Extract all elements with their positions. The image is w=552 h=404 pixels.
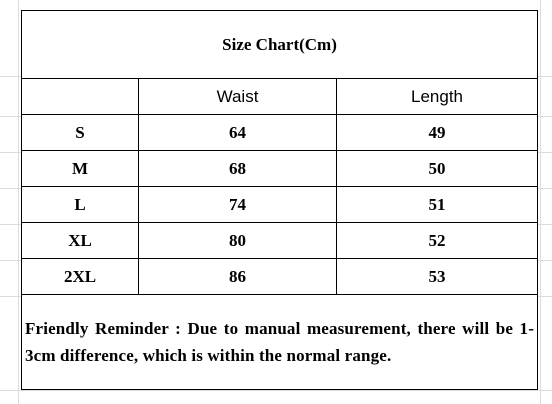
- table-row: 2XL 86 53: [21, 258, 539, 295]
- grid-line: [540, 0, 541, 404]
- header-row: Waist Length: [21, 78, 539, 115]
- size-cell: M: [21, 150, 139, 187]
- waist-cell: 74: [138, 186, 337, 223]
- length-cell: 49: [335, 114, 539, 151]
- size-cell: L: [21, 186, 139, 223]
- table-row: S 64 49: [21, 114, 539, 151]
- size-cell: XL: [21, 222, 139, 259]
- size-chart-table: Size Chart(Cm) Waist Length S 64 49 M 68…: [20, 10, 539, 390]
- size-cell: S: [21, 114, 139, 151]
- table-row: L 74 51: [21, 186, 539, 223]
- length-cell: 52: [335, 222, 539, 259]
- length-cell: 53: [335, 258, 539, 295]
- length-cell: 50: [335, 150, 539, 187]
- size-cell: 2XL: [21, 258, 139, 295]
- table-row: XL 80 52: [21, 222, 539, 259]
- grid-line: [18, 0, 19, 404]
- header-length: Length: [335, 78, 539, 115]
- header-waist: Waist: [138, 78, 337, 115]
- grid-line: [0, 390, 552, 391]
- table-row: M 68 50: [21, 150, 539, 187]
- header-size: [21, 78, 139, 115]
- waist-cell: 80: [138, 222, 337, 259]
- waist-cell: 68: [138, 150, 337, 187]
- friendly-reminder: Friendly Reminder : Due to manual measur…: [20, 294, 539, 390]
- chart-title: Size Chart(Cm): [20, 10, 539, 79]
- waist-cell: 86: [138, 258, 337, 295]
- waist-cell: 64: [138, 114, 337, 151]
- length-cell: 51: [335, 186, 539, 223]
